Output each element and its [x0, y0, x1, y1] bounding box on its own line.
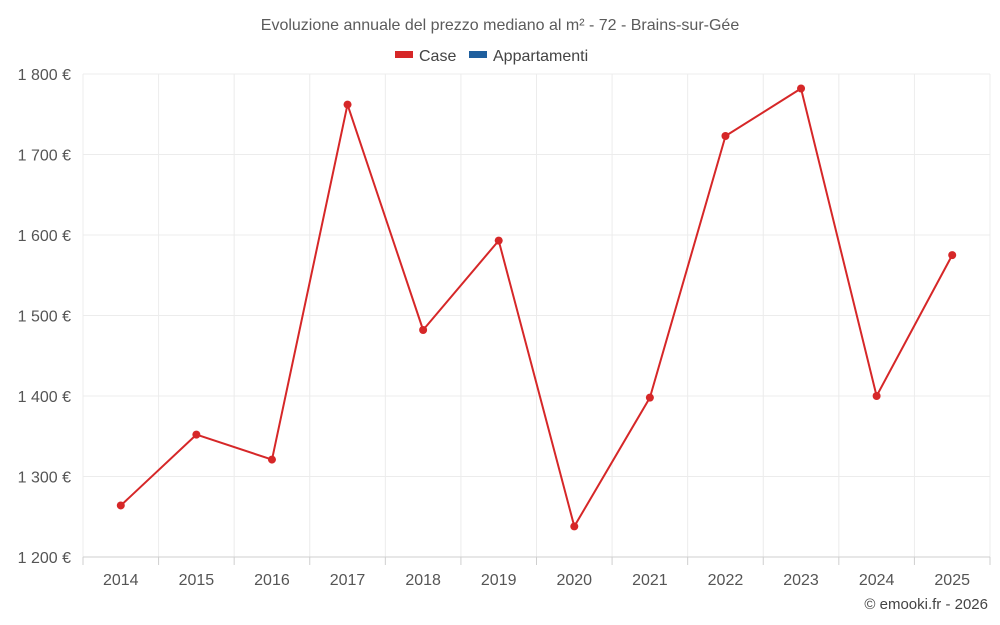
- data-point[interactable]: [570, 522, 579, 531]
- legend-item-case[interactable]: Case: [395, 48, 456, 65]
- data-point[interactable]: [645, 393, 654, 402]
- y-tick-label: 1 200 €: [18, 550, 71, 567]
- x-tick-label: 2024: [859, 572, 895, 589]
- grid: [82, 73, 991, 558]
- data-point[interactable]: [872, 392, 881, 400]
- series-line-case: [120, 87, 954, 528]
- series: [116, 84, 957, 531]
- y-tick-label: 1 300 €: [18, 470, 71, 487]
- data-point[interactable]: [343, 100, 352, 109]
- data-point[interactable]: [419, 325, 428, 334]
- legend-swatch-appartamenti: [469, 51, 487, 58]
- data-point[interactable]: [494, 236, 503, 245]
- axes: 1 200 € 1 300 € 1 400 € 1 500 € 1 600 € 1 700…: [18, 67, 991, 589]
- legend-label-case: Case: [419, 48, 456, 65]
- x-tick-label: 2023: [783, 572, 819, 589]
- x-tick-label: 2018: [405, 572, 441, 589]
- data-point[interactable]: [721, 131, 730, 140]
- data-point[interactable]: [192, 430, 201, 439]
- data-point[interactable]: [267, 455, 276, 464]
- y-tick-label: 1 700 €: [18, 148, 71, 165]
- legend-item-appartamenti[interactable]: Appartamenti: [469, 48, 588, 65]
- legend-label-appartamenti: Appartamenti: [493, 48, 588, 65]
- y-tick-label: 1 400 €: [18, 389, 71, 406]
- chart-title: Evoluzione annuale del prezzo mediano al…: [261, 17, 740, 34]
- y-tick-label: 1 800 €: [18, 67, 71, 84]
- data-point[interactable]: [797, 84, 806, 93]
- y-tick-label: 1 600 €: [18, 228, 71, 245]
- legend: Case Appartamenti: [395, 48, 588, 65]
- credit-text: © emooki.fr - 2026: [864, 596, 988, 613]
- x-tick-label: 2022: [708, 572, 744, 589]
- x-tick-label: 2021: [632, 572, 668, 589]
- legend-swatch-case: [395, 51, 413, 58]
- x-tick-label: 2020: [556, 572, 592, 589]
- x-tick-label: 2016: [254, 572, 290, 589]
- x-tick-label: 2025: [934, 572, 970, 589]
- data-point[interactable]: [116, 501, 125, 510]
- x-tick-label: 2017: [330, 572, 366, 589]
- x-tick-label: 2015: [179, 572, 215, 589]
- data-point[interactable]: [948, 251, 957, 260]
- y-tick-label: 1 500 €: [18, 309, 71, 326]
- x-tick-label: 2014: [103, 572, 139, 589]
- x-tick-label: 2019: [481, 572, 517, 589]
